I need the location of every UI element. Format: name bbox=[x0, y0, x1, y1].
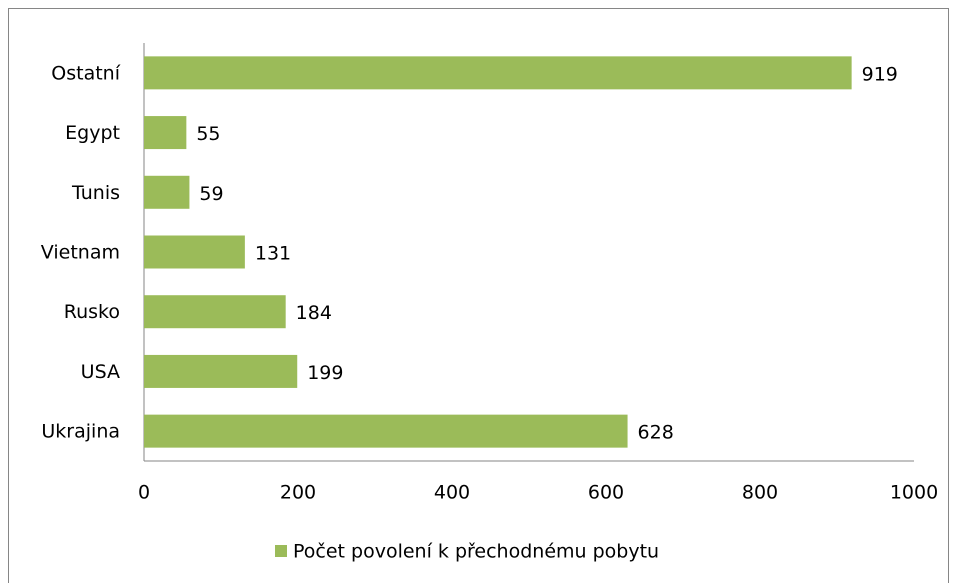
bar bbox=[144, 235, 245, 269]
legend-label: Počet povolení k přechodnému pobytu bbox=[293, 541, 659, 563]
legend-swatch bbox=[275, 545, 287, 557]
data-label: 628 bbox=[638, 422, 674, 444]
data-label: 55 bbox=[196, 123, 220, 145]
bar bbox=[144, 295, 286, 329]
y-tick-label: USA bbox=[81, 361, 120, 383]
bar bbox=[144, 175, 190, 209]
bar bbox=[144, 354, 298, 388]
y-tick-label: Tunis bbox=[71, 182, 120, 204]
y-tick-label: Rusko bbox=[64, 301, 120, 323]
data-label: 199 bbox=[307, 362, 343, 384]
data-label: 131 bbox=[255, 243, 291, 265]
x-tick-label: 0 bbox=[138, 482, 150, 504]
bar bbox=[144, 56, 852, 90]
bar bbox=[144, 414, 628, 448]
x-tick-label: 400 bbox=[434, 482, 470, 504]
y-tick-label: Egypt bbox=[65, 122, 120, 144]
y-tick-label: Ostatní bbox=[51, 62, 120, 84]
data-label: 184 bbox=[296, 302, 332, 324]
y-tick-label: Ukrajina bbox=[41, 421, 120, 443]
bar bbox=[144, 116, 187, 150]
x-tick-label: 1000 bbox=[890, 482, 938, 504]
data-label: 59 bbox=[199, 183, 223, 205]
x-tick-label: 200 bbox=[280, 482, 316, 504]
data-label: 919 bbox=[862, 63, 898, 85]
x-tick-label: 600 bbox=[588, 482, 624, 504]
x-tick-label: 800 bbox=[742, 482, 778, 504]
y-tick-label: Vietnam bbox=[41, 242, 120, 264]
